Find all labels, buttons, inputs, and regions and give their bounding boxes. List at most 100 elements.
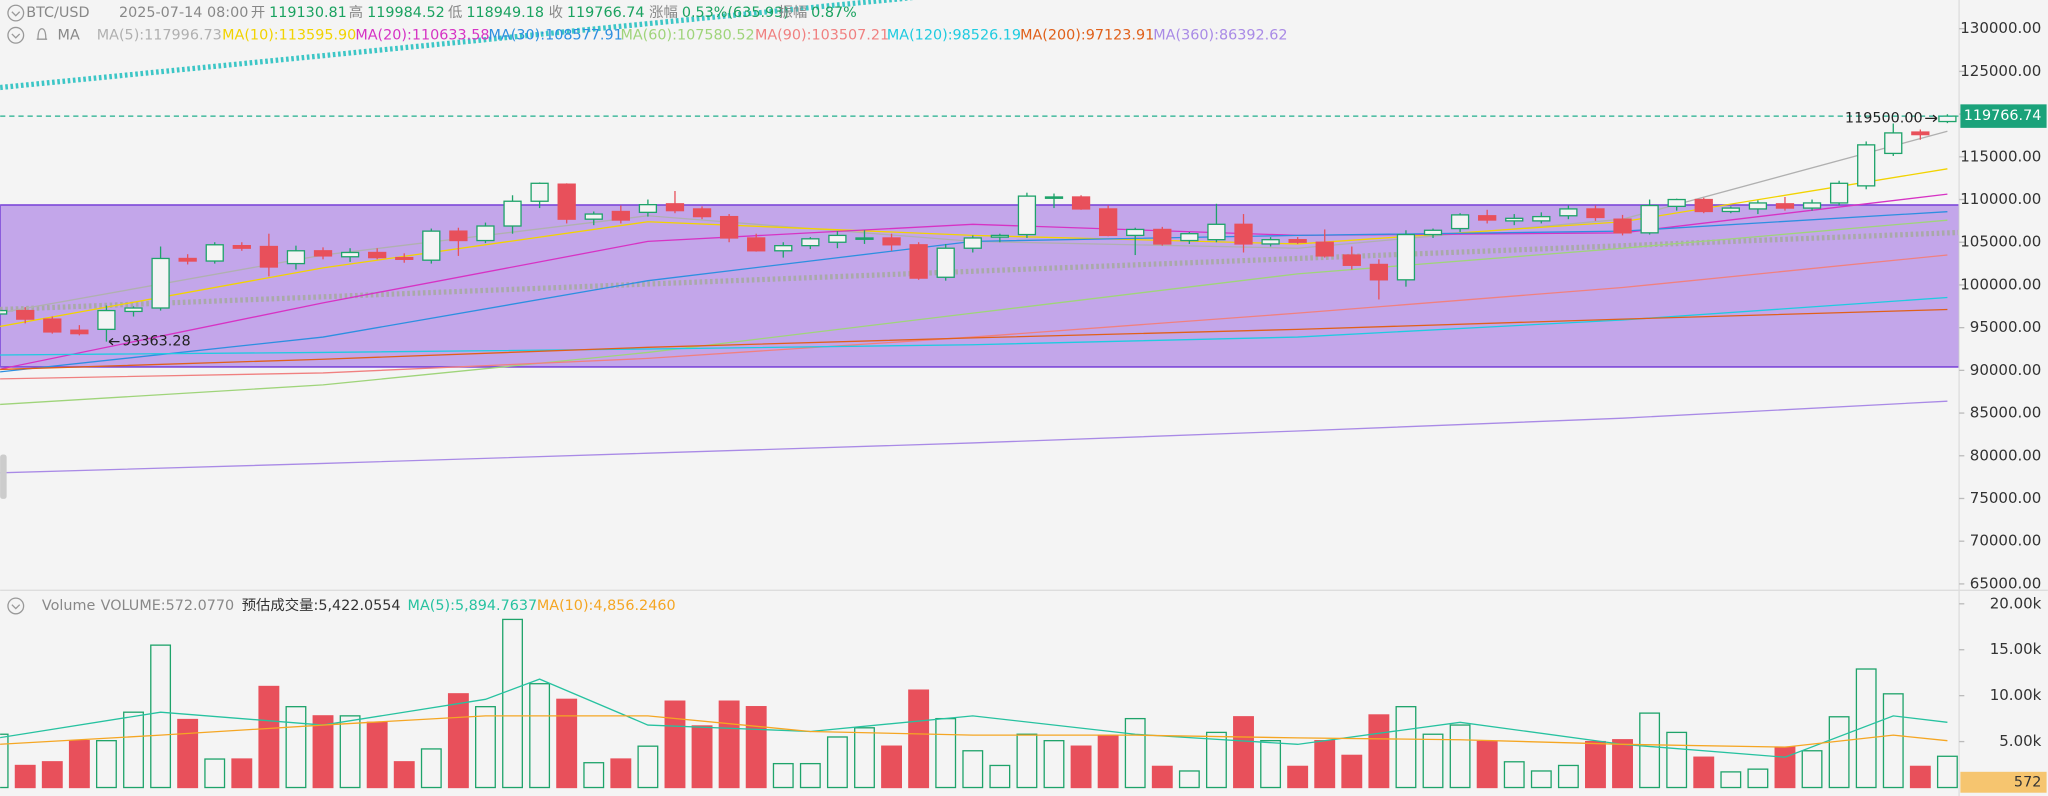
volume-bar [1151,765,1173,789]
volume-bar [718,700,740,789]
field-value: 118949.18 [466,5,544,21]
annotation-arrow [108,337,120,346]
volume-bar [258,685,280,789]
candle-body [1342,254,1361,266]
collapse-icon[interactable] [7,597,25,615]
y-tick-label: 100000.00 [1960,275,2041,293]
field-value: 0.87% [811,5,857,21]
candle-body [1911,131,1930,136]
volume-bar [1828,716,1850,789]
volume-bar [1124,717,1146,789]
candle-body [1126,228,1145,237]
candle-body [313,250,333,257]
y-tick-label: 75000.00 [1970,489,2042,507]
candle-body [1694,198,1713,213]
volume-tag-label: 572 [2014,774,2041,790]
volume-bar [1503,761,1525,789]
candle-body [1315,241,1334,257]
volume-value: VOLUME:572.0770 [101,598,234,614]
candle-body [1450,214,1470,230]
y-tick-label: 115000.00 [1960,147,2041,165]
volume-bar [339,715,361,789]
volume-bar [691,725,713,789]
ma-line [0,400,1948,474]
collapse-icon[interactable] [7,4,25,22]
field-label: 高 [349,4,363,21]
candle-body [1667,198,1686,208]
candle-body [855,237,874,240]
candle-body [1288,239,1307,243]
field-label: 低 [448,4,462,21]
legend-entry: MA(90):103507.21 [755,27,889,43]
candle-body [1586,208,1605,219]
y-tick-label: 65000.00 [1970,574,2042,592]
legend-entry: MA(360):86392.62 [1153,27,1287,43]
collapse-icon [11,33,21,39]
candle-body [963,237,982,249]
candles: 93363.28 119500.00 [0,110,1960,350]
volume-bar [1612,739,1633,789]
alert-icon[interactable] [36,28,48,40]
volume-bar [68,740,90,789]
candle-body [340,251,360,258]
volume-bar [989,764,1011,789]
symbol: BTC/USD [26,5,89,21]
candle-body [0,309,8,315]
price-zone [0,204,1960,368]
volume-bar [556,698,578,789]
field-value: 119130.81 [269,5,347,21]
volume-bar [826,736,848,789]
candle-body [43,318,62,333]
volume-bar [204,758,226,789]
volume-bar [1314,740,1336,789]
candle-body [1532,215,1551,222]
candle-body [719,215,739,239]
candle-body [909,244,928,279]
ma-line [0,219,1948,406]
price-tag-label: 119766.74 [1964,108,2042,124]
candle-body [70,329,89,335]
candle-body [611,210,630,221]
collapse-icon [11,11,21,17]
y-tick-label: 20.00k [1990,594,2042,612]
volume-ma-line [0,678,1948,758]
volume-bar [1774,746,1796,789]
volume-bar [1205,731,1227,789]
legend-entry: MA(10):4,856.2460 [537,598,676,614]
annotation-arrow [1925,114,1938,123]
candle-body [151,257,170,309]
volume-bar [231,758,253,789]
candle-body [286,250,306,265]
collapse-icon[interactable] [7,26,25,44]
candle-body [1775,203,1795,209]
field-label: 收 [549,4,563,21]
candle-body [422,230,441,261]
candle-body [1748,202,1768,210]
candle-body [692,208,712,218]
candle-body [97,309,116,331]
y-tick-label: 10.00k [1990,686,2042,704]
field-label: 开 [251,5,265,21]
candle-body [1261,239,1280,245]
side-handle[interactable] [0,454,7,499]
volume-bar [664,700,686,789]
annotation-label: 119500.00 [1845,110,1923,126]
ma-line [0,254,1948,380]
candle-body [530,182,549,202]
candle-body [1559,208,1578,217]
candle-body [1044,196,1064,199]
field-value: 0.53%(635.93) [682,5,789,21]
ma-line [0,308,1948,371]
candle-body [1802,202,1822,209]
y-tick-label: 105000.00 [1960,233,2041,251]
candle-body [990,234,1009,238]
candle-body [801,238,820,247]
volume-bar [312,715,334,789]
legend-entry: MA(120):98526.19 [887,27,1021,43]
zone-layer [0,204,1960,368]
y-tick-label: 80000.00 [1970,446,2042,464]
volume-bar [475,706,496,789]
